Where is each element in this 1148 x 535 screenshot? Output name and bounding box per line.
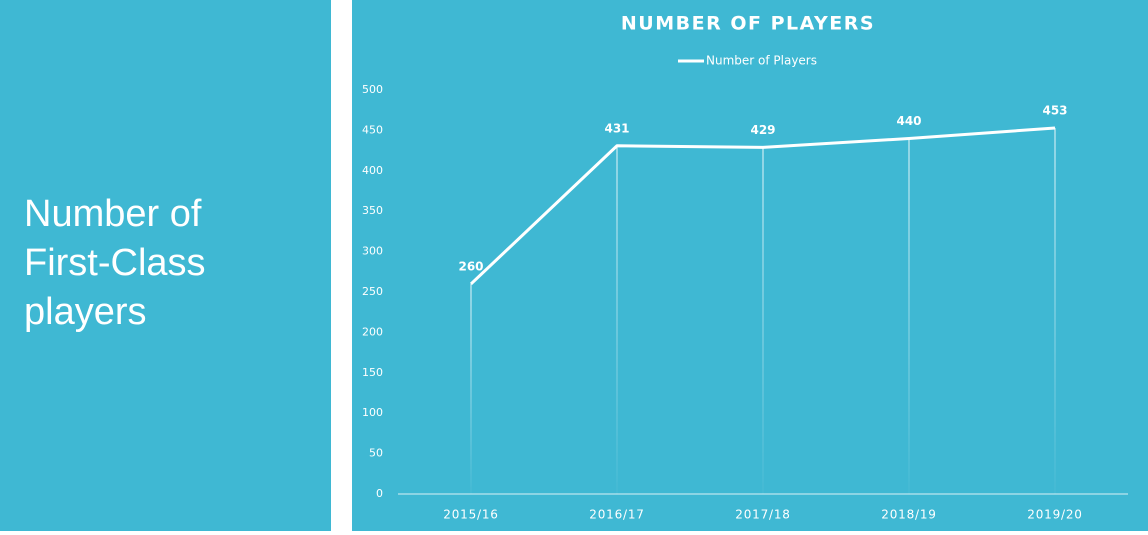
chart-background xyxy=(352,0,1148,531)
drop-line xyxy=(908,138,910,495)
heading-line: Number of xyxy=(24,193,202,235)
x-tick-label: 2017/18 xyxy=(735,508,790,522)
y-tick-label: 300 xyxy=(362,245,383,258)
data-label: 260 xyxy=(458,259,483,273)
x-tick-label: 2015/16 xyxy=(443,508,498,522)
x-tick-label: 2018/19 xyxy=(881,508,936,522)
drop-line xyxy=(762,147,764,495)
y-tick-label: 500 xyxy=(362,83,383,96)
heading: Number of First-Class players xyxy=(24,190,206,337)
data-label: 440 xyxy=(896,114,921,128)
data-label: 453 xyxy=(1042,103,1067,117)
y-tick-label: 100 xyxy=(362,406,383,419)
heading-line: First-Class xyxy=(24,242,206,284)
drop-line xyxy=(616,145,618,494)
y-tick-label: 200 xyxy=(362,325,383,338)
y-tick-label: 0 xyxy=(376,487,383,500)
y-tick-label: 50 xyxy=(369,447,383,460)
y-tick-label: 250 xyxy=(362,285,383,298)
x-tick-label: 2016/17 xyxy=(589,508,644,522)
y-tick-label: 350 xyxy=(362,204,383,217)
y-tick-label: 150 xyxy=(362,366,383,379)
series-line xyxy=(469,126,1056,286)
side-panel: Number of First-Class players xyxy=(0,0,331,531)
chart: NUMBER OF PLAYERS 0 50 100 150 200 250 300 350 4… xyxy=(352,0,1148,531)
data-label: 429 xyxy=(750,123,775,137)
y-tick-label: 400 xyxy=(362,164,383,177)
drop-line xyxy=(470,283,472,494)
y-tick-label: 450 xyxy=(362,123,383,136)
legend-label: Number of Players xyxy=(706,54,817,68)
x-tick-label: 2019/20 xyxy=(1027,508,1082,522)
data-label: 431 xyxy=(604,121,629,135)
chart-title: NUMBER OF PLAYERS xyxy=(621,13,875,35)
heading-line: players xyxy=(24,291,147,333)
drop-line xyxy=(1054,127,1056,494)
